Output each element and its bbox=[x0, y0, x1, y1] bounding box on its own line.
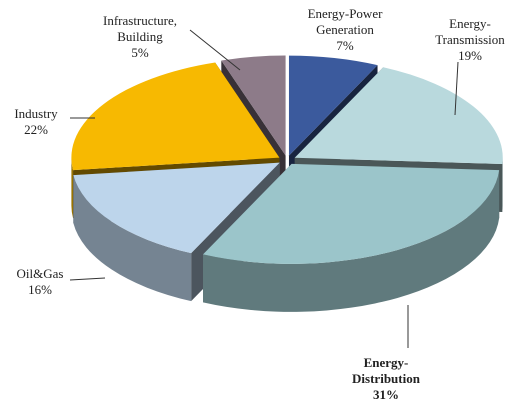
category-label: Energy-Power Generation bbox=[307, 6, 383, 37]
leader-line bbox=[454, 61, 459, 116]
value-label: 16% bbox=[28, 282, 52, 297]
slice-side bbox=[73, 175, 192, 302]
value-label: 5% bbox=[131, 45, 149, 60]
category-label: Oil&Gas bbox=[16, 266, 64, 281]
leader-line bbox=[69, 277, 106, 281]
category-label: Infrastructure, Building bbox=[103, 13, 177, 44]
category-label: Industry bbox=[14, 106, 58, 121]
slice bbox=[288, 55, 378, 156]
slice-side bbox=[203, 170, 500, 312]
value-label: 22% bbox=[24, 122, 48, 137]
slice-label: Oil&Gas 16% bbox=[5, 266, 75, 298]
slice bbox=[73, 162, 280, 254]
value-label: 19% bbox=[458, 48, 482, 63]
slice bbox=[294, 67, 503, 164]
slice-label: Infrastructure, Building 5% bbox=[85, 13, 195, 61]
value-label: 31% bbox=[373, 387, 399, 402]
leader-line bbox=[189, 29, 241, 71]
slice bbox=[203, 163, 500, 264]
value-label: 7% bbox=[336, 38, 354, 53]
slice-side bbox=[71, 157, 74, 219]
slice-label: Industry 22% bbox=[1, 106, 71, 138]
slice bbox=[71, 62, 280, 171]
slice-label: Energy-Distribution 31% bbox=[341, 355, 431, 403]
slice-label: Energy-Transmission 19% bbox=[424, 16, 516, 64]
slice bbox=[221, 55, 286, 156]
slice-label: Energy-Power Generation 7% bbox=[290, 6, 400, 54]
category-label: Energy-Distribution bbox=[352, 355, 420, 386]
category-label: Energy-Transmission bbox=[435, 16, 505, 47]
